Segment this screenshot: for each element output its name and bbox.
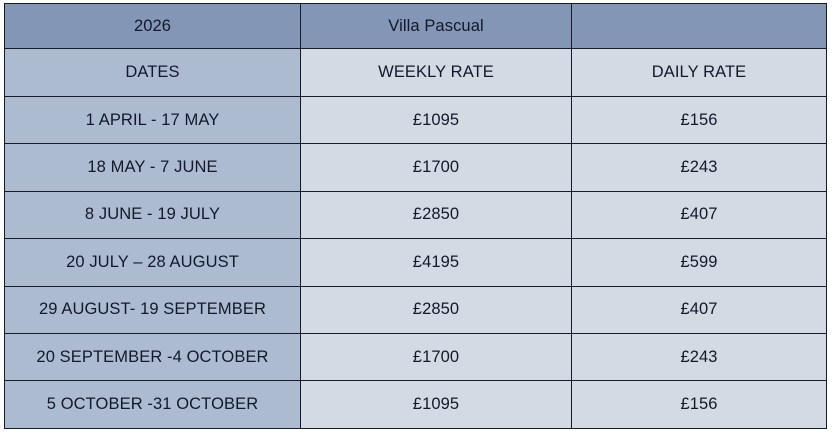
left-margin: [0, 0, 4, 435]
cell-daily-rate: £407: [571, 190, 827, 240]
property-name-cell: Villa Pascual: [300, 2, 572, 50]
cell-weekly-rate: £2850: [300, 190, 572, 240]
cell-dates: 20 JULY – 28 AUGUST: [4, 238, 301, 287]
cell-weekly-rate: £2850: [300, 285, 572, 335]
cell-daily-rate: £243: [571, 332, 827, 382]
table-row: 5 OCTOBER -31 OCTOBER £1095 £156: [4, 380, 827, 429]
cell-dates: 8 JUNE - 19 JULY: [4, 190, 301, 240]
year-cell: 2026: [4, 2, 301, 50]
cell-dates: 18 MAY - 7 JUNE: [4, 143, 301, 192]
table-row: 18 MAY - 7 JUNE £1700 £243: [4, 143, 827, 192]
cell-weekly-rate: £1095: [300, 380, 572, 429]
cell-dates: 1 APRIL - 17 MAY: [4, 95, 301, 145]
cell-dates: 20 SEPTEMBER -4 OCTOBER: [4, 332, 301, 382]
cell-daily-rate: £407: [571, 285, 827, 335]
cell-weekly-rate: £1095: [300, 95, 572, 145]
column-header-weekly-rate: WEEKLY RATE: [300, 48, 572, 97]
cell-daily-rate: £599: [571, 238, 827, 287]
table-row: 20 JULY – 28 AUGUST £4195 £599: [4, 238, 827, 287]
title-empty-cell: [571, 2, 827, 50]
cell-daily-rate: £156: [571, 380, 827, 429]
cell-weekly-rate: £1700: [300, 143, 572, 192]
villa-rate-table: 2026 Villa Pascual DATES WEEKLY RATE DAI…: [4, 2, 827, 429]
column-header-dates: DATES: [4, 48, 301, 97]
table-row: 8 JUNE - 19 JULY £2850 £407: [4, 190, 827, 240]
cell-dates: 5 OCTOBER -31 OCTOBER: [4, 380, 301, 429]
right-margin: [826, 0, 836, 435]
cell-weekly-rate: £1700: [300, 332, 572, 382]
cell-daily-rate: £243: [571, 143, 827, 192]
cell-daily-rate: £156: [571, 95, 827, 145]
table-row: 1 APRIL - 17 MAY £1095 £156: [4, 95, 827, 145]
table-row: 29 AUGUST- 19 SEPTEMBER £2850 £407: [4, 285, 827, 335]
bottom-margin: [0, 429, 836, 435]
table-body: 2026 Villa Pascual DATES WEEKLY RATE DAI…: [4, 2, 827, 429]
table-row: 20 SEPTEMBER -4 OCTOBER £1700 £243: [4, 332, 827, 382]
cell-weekly-rate: £4195: [300, 238, 572, 287]
column-header-daily-rate: DAILY RATE: [571, 48, 827, 97]
table-header-row: DATES WEEKLY RATE DAILY RATE: [4, 48, 827, 97]
table-title-row: 2026 Villa Pascual: [4, 2, 827, 50]
cell-dates: 29 AUGUST- 19 SEPTEMBER: [4, 285, 301, 335]
